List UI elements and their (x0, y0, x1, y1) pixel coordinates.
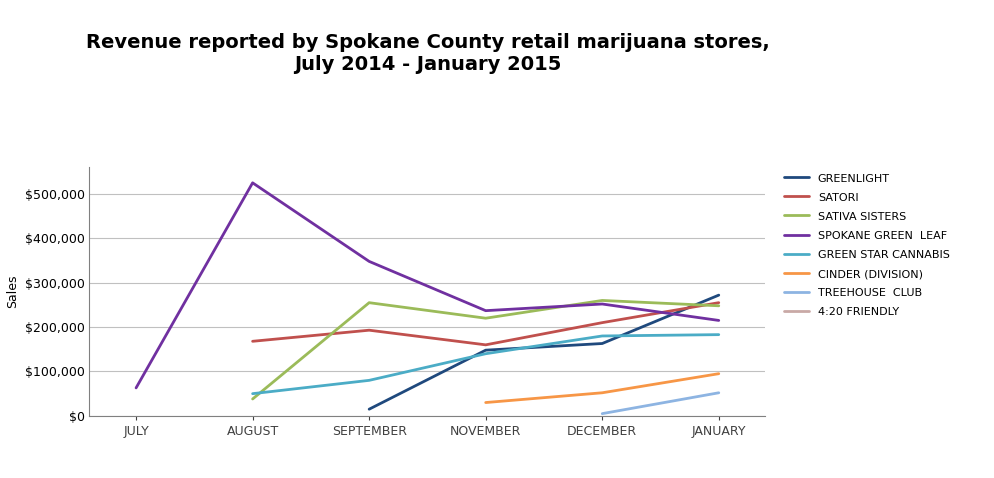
GREEN STAR CANNABIS (247, 391, 258, 397)
SATIVA SISTERS (247, 396, 258, 402)
GREENLIGHT (480, 348, 492, 353)
Line: SATIVA SISTERS: SATIVA SISTERS (252, 301, 719, 399)
Y-axis label: Sales: Sales (6, 275, 19, 308)
CINDER (DIVISION) (480, 400, 492, 405)
CINDER (DIVISION) (713, 371, 725, 377)
SATORI (247, 338, 258, 344)
SPOKANE GREEN  LEAF (480, 308, 492, 314)
Line: SATORI: SATORI (252, 303, 719, 345)
Line: GREEN STAR CANNABIS: GREEN STAR CANNABIS (252, 335, 719, 394)
GREENLIGHT (596, 341, 608, 347)
GREENLIGHT (713, 292, 725, 298)
GREEN STAR CANNABIS (713, 332, 725, 337)
Legend: GREENLIGHT, SATORI, SATIVA SISTERS, SPOKANE GREEN  LEAF, GREEN STAR CANNABIS, CI: GREENLIGHT, SATORI, SATIVA SISTERS, SPOK… (784, 173, 949, 317)
SPOKANE GREEN  LEAF (363, 259, 375, 264)
SPOKANE GREEN  LEAF (247, 180, 258, 186)
Line: CINDER (DIVISION): CINDER (DIVISION) (486, 374, 719, 402)
Text: Revenue reported by Spokane County retail marijuana stores,
July 2014 - January : Revenue reported by Spokane County retai… (85, 33, 769, 75)
SATORI (596, 320, 608, 326)
SPOKANE GREEN  LEAF (130, 385, 142, 391)
Line: TREEHOUSE  CLUB: TREEHOUSE CLUB (602, 393, 719, 413)
SPOKANE GREEN  LEAF (713, 317, 725, 323)
GREEN STAR CANNABIS (596, 333, 608, 339)
SATORI (713, 300, 725, 305)
SATIVA SISTERS (363, 300, 375, 305)
GREEN STAR CANNABIS (480, 351, 492, 357)
SATORI (480, 342, 492, 348)
CINDER (DIVISION) (596, 390, 608, 396)
TREEHOUSE  CLUB (713, 390, 725, 396)
GREEN STAR CANNABIS (363, 378, 375, 383)
TREEHOUSE  CLUB (596, 411, 608, 416)
Line: GREENLIGHT: GREENLIGHT (369, 295, 719, 409)
SPOKANE GREEN  LEAF (596, 301, 608, 307)
SATIVA SISTERS (596, 298, 608, 304)
Line: SPOKANE GREEN  LEAF: SPOKANE GREEN LEAF (136, 183, 719, 388)
SATIVA SISTERS (480, 315, 492, 321)
GREENLIGHT (363, 406, 375, 412)
SATIVA SISTERS (713, 303, 725, 309)
SATORI (363, 327, 375, 333)
